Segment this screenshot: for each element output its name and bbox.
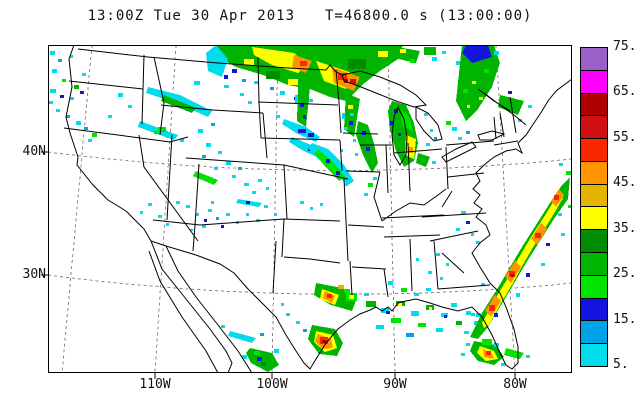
colorbar-label: 65. [613, 84, 637, 99]
lat-label-40n: 40N [22, 144, 46, 159]
radar-echo-layer [48, 45, 572, 372]
plot-title: 13:00Z Tue 30 Apr 2013 T=46800.0 s (13:00… [48, 8, 572, 24]
colorbar-swatch [581, 230, 607, 254]
colorbar-label: 45. [613, 175, 637, 190]
colorbar-swatch [581, 298, 607, 322]
colorbar-swatch [581, 161, 607, 185]
echo-pacific-nw [48, 51, 97, 142]
colorbar-label: 55. [613, 130, 637, 145]
echo-midwest [276, 113, 378, 196]
colorbar-swatch [581, 93, 607, 117]
lon-label-90w: 90W [383, 377, 407, 392]
great-lakes-path [341, 70, 506, 166]
colorbar-swatch [581, 344, 607, 366]
echo-northern-storm [206, 45, 446, 137]
map-frame [48, 45, 572, 373]
colorbar-swatches [580, 47, 608, 367]
st-lawrence-path [477, 88, 527, 126]
canada-border-path [77, 48, 343, 76]
title-datetime: 13:00Z Tue 30 Apr 2013 [87, 8, 295, 24]
colorbar-label: 75. [613, 39, 637, 54]
lon-label-100w: 100W [256, 377, 288, 392]
echo-east-coast-line [456, 163, 572, 347]
coastline-path [65, 45, 572, 370]
colorbar-label: 35. [613, 221, 637, 236]
echo-south-texas [221, 303, 307, 372]
colorbar-swatch [581, 116, 607, 140]
echo-florida [461, 313, 530, 366]
geography-lines [48, 45, 572, 373]
echo-southeast-specks [416, 253, 449, 280]
colorbar-swatch [581, 253, 607, 276]
colorbar-swatch [581, 70, 607, 94]
colorbar-swatch [581, 139, 607, 162]
echo-northeast-band [446, 45, 532, 140]
colorbar-swatch [581, 207, 607, 231]
colorbar-swatch [581, 184, 607, 208]
colorbar-label: 15. [613, 312, 637, 327]
colorbar-label: 5. [613, 357, 629, 372]
colorbar-swatch [581, 48, 607, 71]
lat-label-30n: 30N [22, 267, 46, 282]
colorbar-swatch [581, 321, 607, 345]
echo-southwest [140, 199, 323, 231]
axis-ticks [41, 151, 516, 379]
lon-label-80w: 80W [503, 377, 527, 392]
lon-label-110w: 110W [139, 377, 171, 392]
echo-central-plains [193, 143, 269, 194]
colorbar-label: 25. [613, 266, 637, 281]
colorbar-labels: 75. 65. 55. 45. 35. 25. 15. 5. [613, 40, 640, 372]
echo-michigan [388, 101, 437, 167]
state-borders-path [63, 54, 519, 298]
colorbar: 75. 65. 55. 45. 35. 25. 15. 5. [580, 40, 636, 372]
baja-california-path [148, 240, 253, 373]
title-model-time: T=46800.0 s (13:00:00) [325, 8, 533, 24]
colorbar-swatch [581, 275, 607, 299]
